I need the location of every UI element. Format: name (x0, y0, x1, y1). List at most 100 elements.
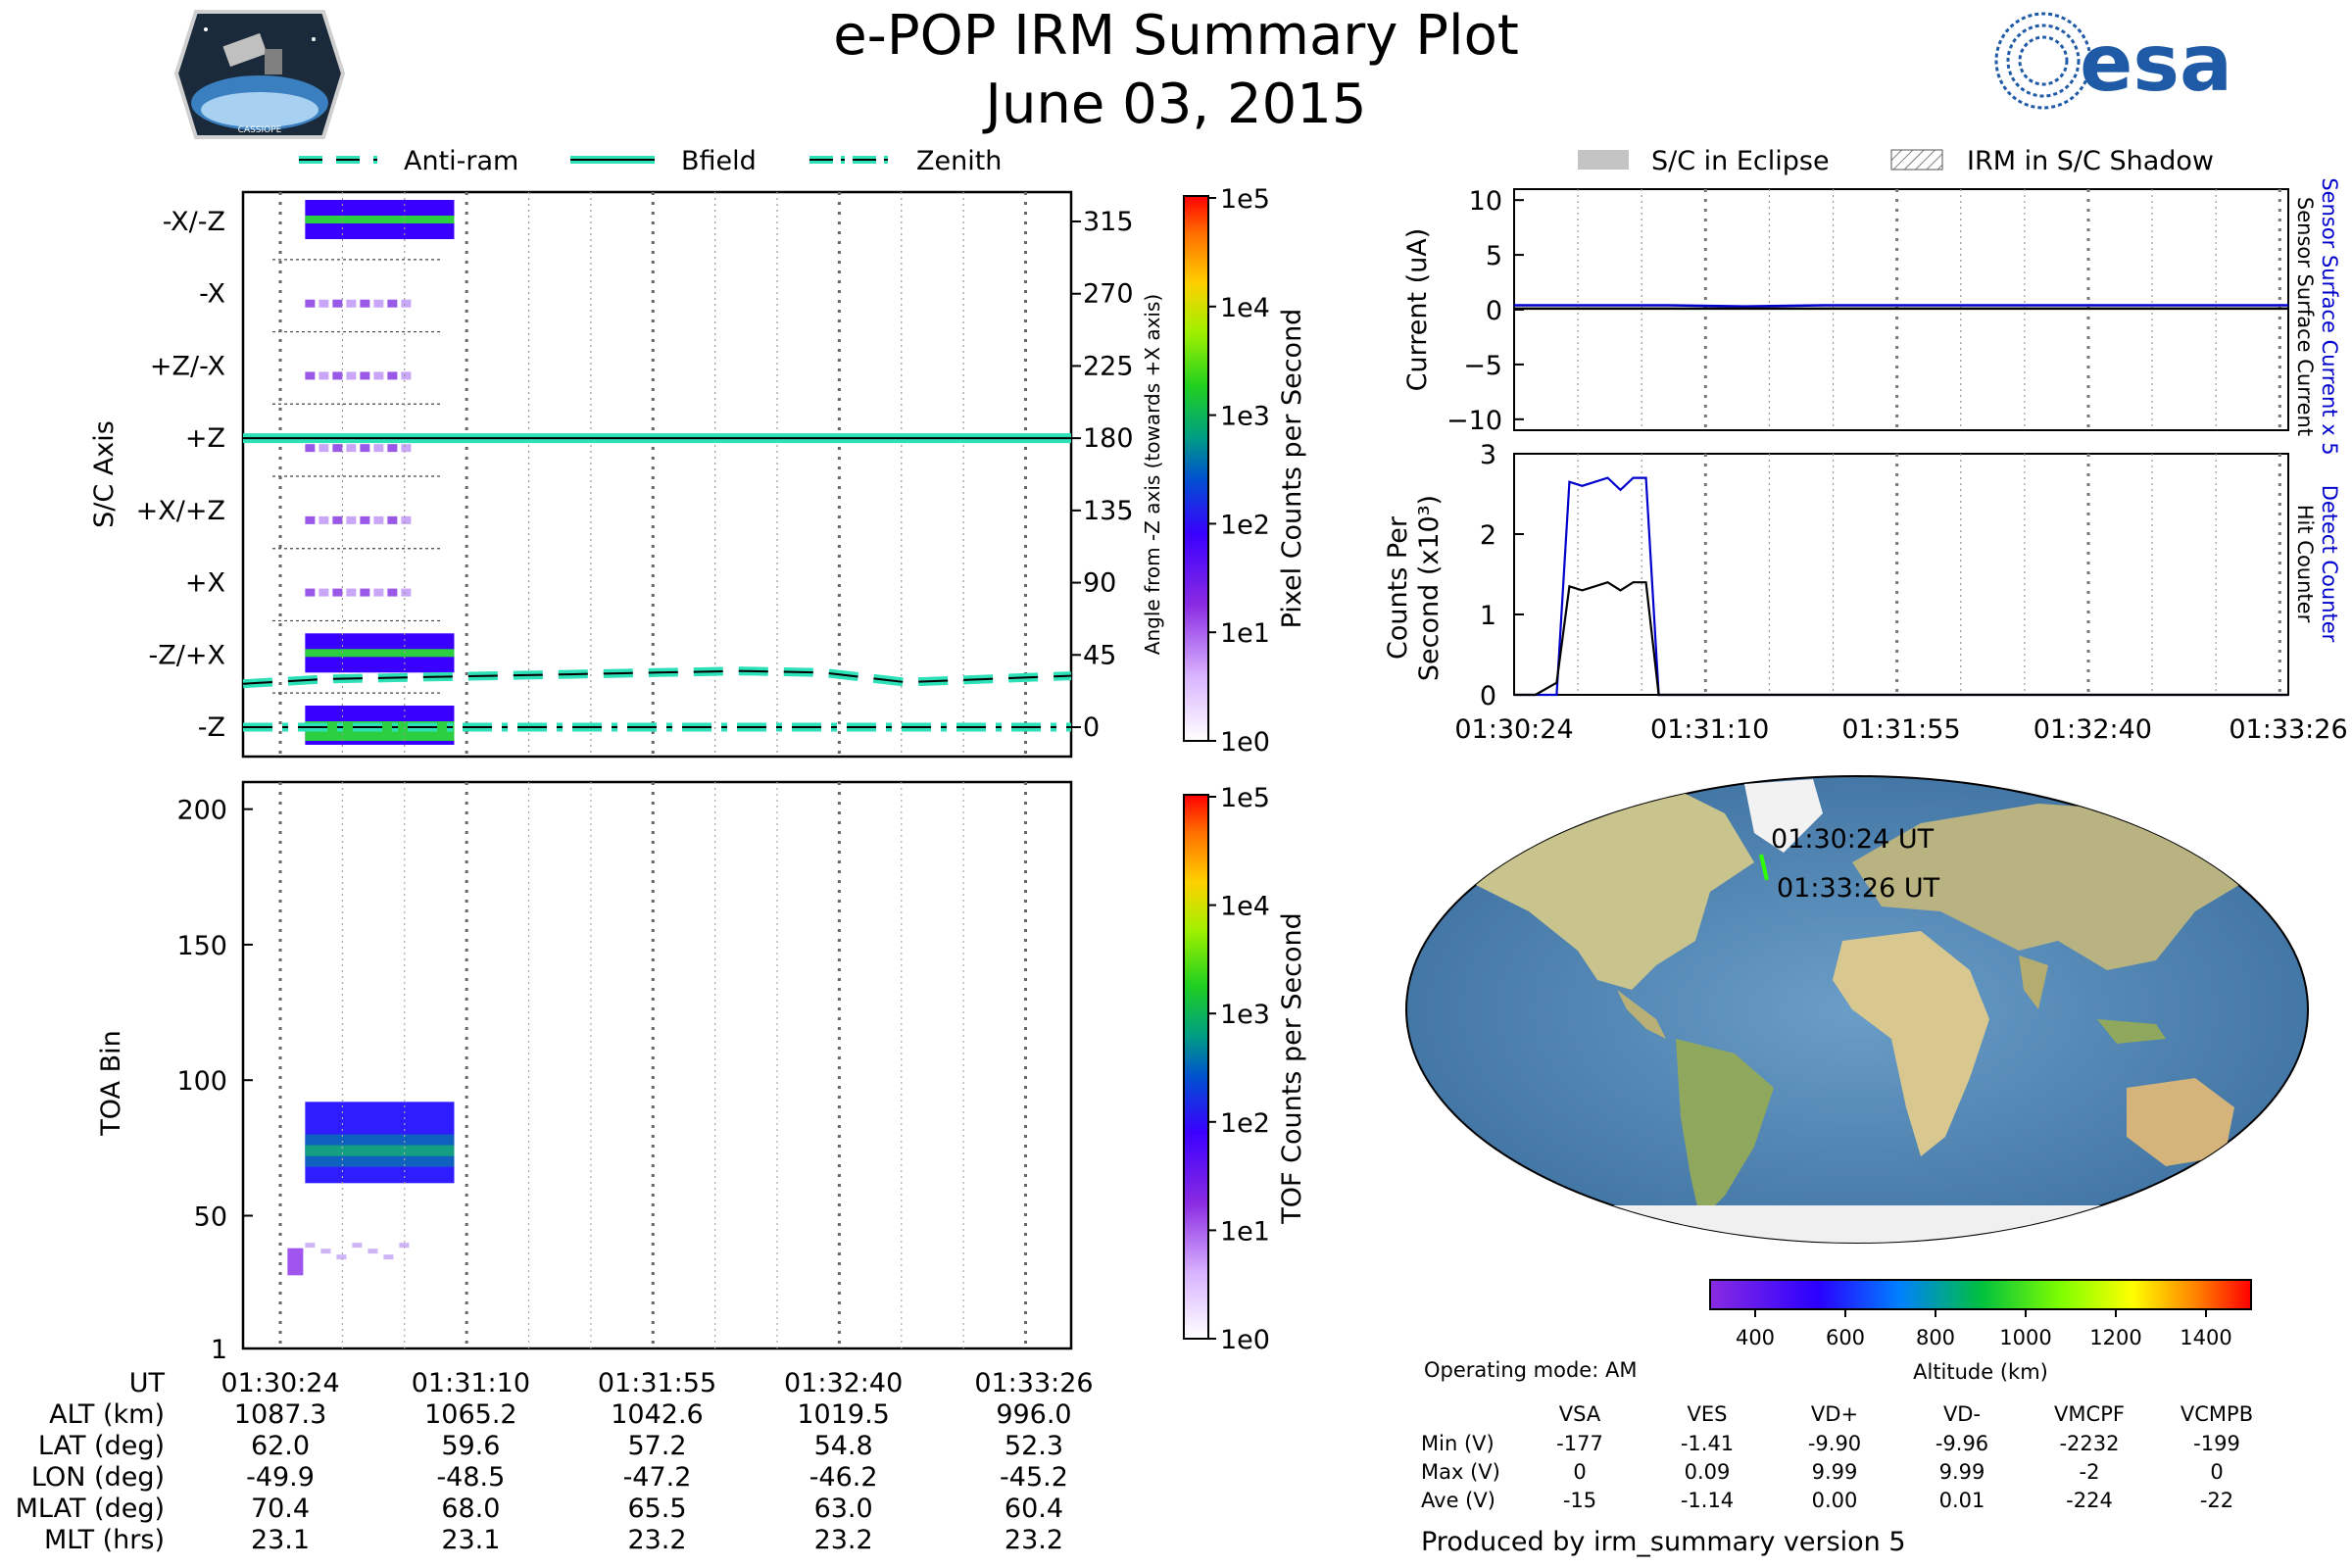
counts-ytick-label: 2 (1480, 520, 1496, 551)
current-ylabel: Current (uA) (1402, 228, 1433, 392)
altitude-tick-label: 1400 (2180, 1326, 2231, 1349)
voltage-col-header: VMCPF (2054, 1402, 2125, 1426)
colorbar-tick-label: 1e4 (1220, 892, 1270, 922)
counts-ylabel-line1: Counts Per (1383, 515, 1413, 660)
land-eurasia (1852, 804, 2254, 970)
sc-axis-heatmap (305, 200, 455, 745)
voltage-value: 0 (2210, 1460, 2223, 1484)
legend-antiram: Anti-ram (404, 146, 518, 176)
voltage-col-header: VES (1688, 1402, 1728, 1426)
ephem-value: 70.4 (251, 1494, 310, 1524)
heat-cell (360, 299, 370, 308)
heat-cell (346, 588, 357, 597)
heat-cell (387, 444, 398, 453)
current-right-label-black: Sensor Surface Current (2293, 197, 2317, 436)
produced-by: Produced by irm_summary version 5 (1421, 1527, 1906, 1557)
counts-right-label-black: Hit Counter (2293, 505, 2317, 623)
heat-cell (373, 444, 384, 453)
voltage-value: 9.99 (1939, 1460, 1985, 1484)
ephem-value: 52.3 (1004, 1431, 1063, 1461)
voltage-value: -22 (2200, 1489, 2233, 1512)
land-indonesia (2097, 1019, 2166, 1044)
land-south-america (1676, 1039, 1774, 1220)
heat-cell (360, 588, 370, 597)
toa-heat-cell (287, 1248, 304, 1276)
angle-tick-label: 180 (1083, 423, 1134, 454)
voltage-value: -199 (2193, 1432, 2240, 1455)
voltage-value: -1.14 (1681, 1489, 1734, 1512)
ephem-time: 01:31:10 (412, 1368, 530, 1398)
toa-ytick-label: 50 (194, 1201, 227, 1232)
current-ytick-label: 10 (1469, 186, 1502, 217)
ephem-row-label: LAT (deg) (38, 1431, 165, 1461)
voltage-value: 9.99 (1812, 1460, 1858, 1484)
ephem-value: 23.2 (1004, 1525, 1063, 1555)
heat-cell (305, 299, 316, 308)
current-ytick-label: −5 (1463, 351, 1502, 381)
heat-cell (332, 371, 343, 380)
heat-cell (318, 588, 329, 597)
heat-cell (360, 515, 370, 524)
ephem-value: -49.9 (246, 1462, 315, 1493)
legend-zenith: Zenith (916, 146, 1002, 176)
ephem-value: 23.1 (441, 1525, 500, 1555)
heat-cell (305, 649, 455, 658)
ephem-value: 1019.5 (797, 1399, 889, 1430)
colorbar-tick-label: 1e1 (1220, 1216, 1270, 1247)
heat-cell (346, 444, 357, 453)
ephem-value: 62.0 (251, 1431, 310, 1461)
antiram-line-core (242, 669, 1072, 685)
tof-colorbar-label: TOF Counts per Second (1277, 912, 1307, 1225)
toa-ytick-label: 100 (176, 1066, 227, 1097)
heat-cell (401, 588, 412, 597)
cassiope-logo: CASSIOPE (173, 10, 346, 139)
toa-heat-cell (368, 1249, 378, 1254)
ephem-value: -47.2 (623, 1462, 692, 1493)
ephemeris-table: UT 01:30:24 01:31:10 01:31:55 01:32:40 01:33:… (16, 1368, 1094, 1555)
ephem-time: 01:33:26 (974, 1368, 1093, 1398)
ephem-time: 01:30:24 (220, 1368, 339, 1398)
colorbar-tick-label: 1e5 (1220, 184, 1270, 215)
ephem-value: -45.2 (1000, 1462, 1068, 1493)
current-panel: 10 5 0 −5 −10 Current (uA) Sensor Surface Cu… (1402, 177, 2341, 455)
heat-cell (401, 299, 412, 308)
counts-xtick-label: 01:31:10 (1650, 714, 1769, 745)
toa-heat-cell (305, 1243, 316, 1249)
voltage-value: 0.01 (1939, 1489, 1985, 1512)
angle-tick-label: 135 (1083, 496, 1134, 526)
ephem-value: 59.6 (441, 1431, 500, 1461)
current-ytick-label: −10 (1446, 406, 1502, 436)
angle-tick-label: 90 (1083, 568, 1116, 599)
heat-cell (332, 515, 343, 524)
ephem-value: 68.0 (441, 1494, 500, 1524)
ephem-value: 63.0 (814, 1494, 873, 1524)
angle-tick-label: 45 (1083, 640, 1116, 670)
current-ytick-label: 0 (1486, 296, 1502, 326)
ephem-value: 23.2 (814, 1525, 873, 1555)
voltage-col-header: VCMPB (2180, 1402, 2253, 1426)
toa-ytick-label: 1 (211, 1335, 227, 1365)
voltage-value: 0 (1573, 1460, 1586, 1484)
hit-counter-series (1514, 580, 2288, 697)
heat-cell (401, 444, 412, 453)
heat-cell (387, 299, 398, 308)
voltage-row-label: Max (V) (1421, 1460, 1500, 1484)
counts-xtick-label: 01:33:26 (2229, 714, 2347, 745)
voltage-value: 0.09 (1685, 1460, 1731, 1484)
altitude-colorbar: 400 600 800 1000 1200 1400 Altitude (km) (1709, 1279, 2252, 1384)
sc-axis-tick-label: -Z (198, 712, 225, 743)
heat-cell (346, 299, 357, 308)
sc-axis-tick-label: -Z/+X (149, 640, 225, 670)
heat-cell (373, 371, 384, 380)
legend-shadow: IRM in S/C Shadow (1967, 146, 2214, 176)
map-start-label: 01:30:24 UT (1771, 824, 1935, 855)
toa-ylabel: TOA Bin (96, 1030, 126, 1136)
sc-axis-tick-label: +Z/-X (150, 351, 225, 381)
heat-cell (305, 588, 316, 597)
voltage-value: -9.90 (1808, 1432, 1861, 1455)
colorbar-tick-label: 1e0 (1220, 1325, 1270, 1355)
toa-heat-cell (352, 1243, 363, 1249)
voltage-value: -2232 (2059, 1432, 2119, 1455)
current-ytick-label: 5 (1486, 241, 1502, 271)
voltage-value: -1.41 (1681, 1432, 1734, 1455)
